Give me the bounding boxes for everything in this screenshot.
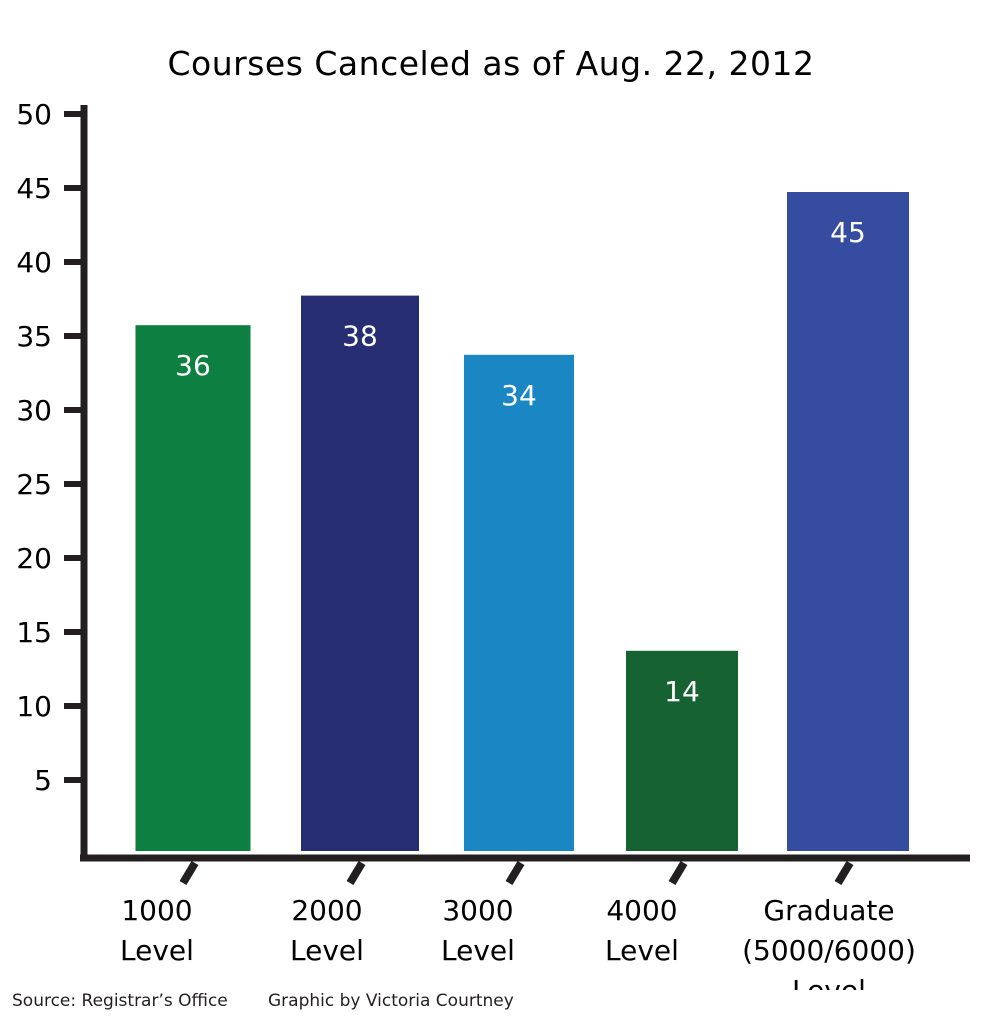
y-tick-label: 45 bbox=[16, 172, 52, 205]
source-note: Source: Registrar’s Office bbox=[12, 991, 228, 1011]
x-tick-mark bbox=[346, 860, 366, 886]
x-tick-mark bbox=[505, 860, 525, 886]
x-tick-label: Level bbox=[290, 934, 364, 967]
y-tick-label: 30 bbox=[16, 394, 52, 427]
y-tick-label: 35 bbox=[16, 320, 52, 353]
bar bbox=[135, 325, 251, 851]
y-tick-label: 25 bbox=[16, 468, 52, 501]
x-tick-mark bbox=[834, 860, 854, 886]
y-tick-label: 50 bbox=[16, 98, 52, 131]
x-tick-label: (5000/6000) bbox=[742, 934, 916, 967]
x-tick-label: Level bbox=[441, 934, 515, 967]
bar-value-label: 14 bbox=[664, 675, 700, 708]
y-tick-label: 5 bbox=[34, 764, 52, 797]
x-tick-label: 3000 bbox=[442, 894, 513, 927]
x-tick-label: 4000 bbox=[606, 894, 677, 927]
x-tick-label: 1000 bbox=[121, 894, 192, 927]
x-tick-label: Level bbox=[605, 934, 679, 967]
bar bbox=[464, 354, 574, 851]
y-tick-label: 15 bbox=[16, 616, 52, 649]
bar-value-label: 38 bbox=[342, 320, 378, 353]
bar bbox=[787, 192, 909, 851]
bar-chart: Courses Canceled as of Aug. 22, 2012 5 10… bbox=[16, 44, 970, 990]
chart-title: Courses Canceled as of Aug. 22, 2012 bbox=[168, 44, 815, 83]
bar bbox=[626, 650, 738, 851]
credit-note: Graphic by Victoria Courtney bbox=[268, 991, 514, 1011]
y-tick-label: 20 bbox=[16, 542, 52, 575]
bar-value-label: 45 bbox=[830, 216, 866, 249]
bar bbox=[301, 295, 419, 852]
x-tick-label: Level bbox=[792, 974, 866, 990]
y-tick-label: 10 bbox=[16, 690, 52, 723]
x-tick-mark bbox=[668, 860, 688, 886]
x-tick-label: Graduate bbox=[763, 894, 894, 927]
bar-value-label: 34 bbox=[501, 379, 537, 412]
x-tick-mark bbox=[179, 860, 199, 886]
x-tick-label: Level bbox=[120, 934, 194, 967]
bar-value-label: 36 bbox=[175, 349, 211, 382]
y-tick-label: 40 bbox=[16, 246, 52, 279]
x-tick-label: 2000 bbox=[291, 894, 362, 927]
